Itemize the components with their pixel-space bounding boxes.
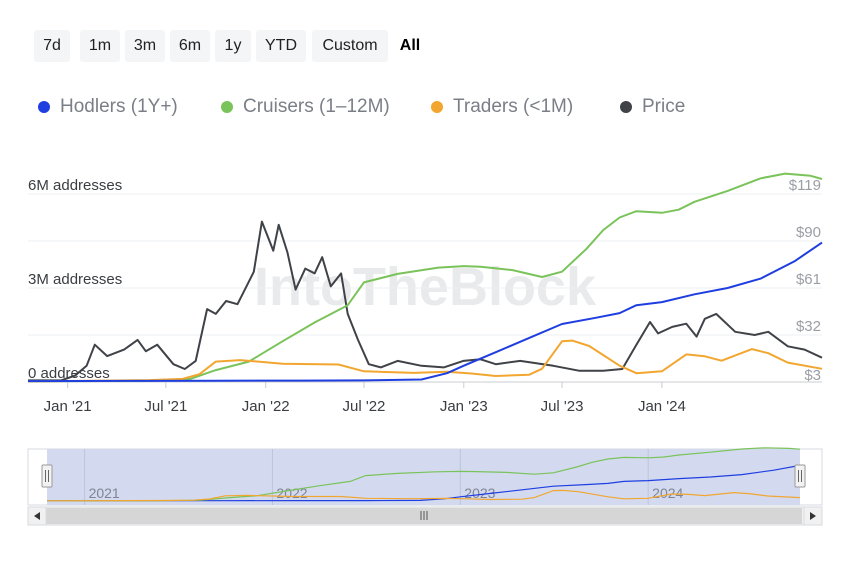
triangle-right-icon xyxy=(810,512,816,520)
x-tick-label: Jan '24 xyxy=(638,398,686,415)
range-button-1m[interactable]: 1m xyxy=(80,30,120,62)
navigator-selection[interactable] xyxy=(47,449,800,505)
series-line-cruisers-1-12m xyxy=(27,172,823,383)
range-button-custom[interactable]: Custom xyxy=(312,30,388,62)
navigator-line-hodlers-1y xyxy=(46,464,801,502)
grip-icon xyxy=(45,470,49,482)
x-tick-label: Jan '23 xyxy=(440,398,488,415)
range-button-3m[interactable]: 3m xyxy=(125,30,165,62)
x-tick-label: Jan '22 xyxy=(242,398,290,415)
legend-dot-icon xyxy=(38,101,50,113)
navigator-year-label: 2023 xyxy=(464,485,495,501)
y-right-tick-label: $32 xyxy=(796,318,821,335)
navigator-handle-right[interactable] xyxy=(794,464,806,488)
navigator-year-label: 2022 xyxy=(276,485,307,501)
scrollbar-left-button[interactable] xyxy=(27,506,47,526)
legend-item-hodlers-1y[interactable]: Hodlers (1Y+) xyxy=(38,92,178,122)
navigator-year-label: 2021 xyxy=(89,485,120,501)
y-right-tick-label: $119 xyxy=(789,177,821,194)
legend-item-cruisers-1-12m[interactable]: Cruisers (1–12M) xyxy=(221,92,390,122)
range-button-ytd[interactable]: YTD xyxy=(256,30,306,62)
navigator[interactable]: 2021 2022 2023 2024 xyxy=(27,447,823,526)
series-layer xyxy=(27,172,823,383)
navigator-handle-box[interactable] xyxy=(41,464,53,488)
y-right-tick-label: $61 xyxy=(796,271,821,288)
x-tick-label: Jul '21 xyxy=(144,398,187,415)
range-button-7d[interactable]: 7d xyxy=(34,30,70,62)
x-tick-label: Jul '22 xyxy=(342,398,385,415)
navigator-handle-box[interactable] xyxy=(794,464,806,488)
triangle-left-icon xyxy=(34,512,40,520)
grip-lines-icon xyxy=(420,511,428,520)
navigator-line-traders-1m xyxy=(46,489,801,502)
legend-label: Traders (<1M) xyxy=(453,96,574,117)
axis-layer: 6M addresses 3M addresses 0 addresses $119 $… xyxy=(28,177,821,415)
legend-label: Cruisers (1–12M) xyxy=(243,96,390,117)
watermark-text: IntoTheBlock xyxy=(254,257,597,317)
series-line-hodlers-1y xyxy=(27,241,823,383)
x-tick-label: Jan '21 xyxy=(44,398,92,415)
range-button-6m[interactable]: 6m xyxy=(170,30,210,62)
grip-icon xyxy=(798,470,802,482)
y-right-tick-label: $3 xyxy=(804,367,821,384)
legend-dot-icon xyxy=(431,101,443,113)
legend-item-traders-1m[interactable]: Traders (<1M) xyxy=(431,92,573,122)
legend-dot-icon xyxy=(620,101,632,113)
y-right-tick-label: $90 xyxy=(796,224,821,241)
navigator-year-label: 2024 xyxy=(652,485,683,501)
range-button-all[interactable]: All xyxy=(399,37,421,54)
y-left-tick-label: 3M addresses xyxy=(28,271,122,288)
y-left-tick-label: 0 addresses xyxy=(28,365,110,382)
legend-item-price[interactable]: Price xyxy=(620,92,685,122)
legend-label: Hodlers (1Y+) xyxy=(60,96,178,117)
scrollbar-right-button[interactable] xyxy=(803,506,823,526)
legend-dot-icon xyxy=(221,101,233,113)
y-left-tick-label: 6M addresses xyxy=(28,177,122,194)
series-line-traders-1m xyxy=(27,339,823,383)
series-line-price xyxy=(28,220,823,382)
navigator-line-cruisers-1-12m xyxy=(46,447,801,502)
x-tick-label: Jul '23 xyxy=(541,398,584,415)
watermark-layer: IntoTheBlock xyxy=(254,257,597,317)
range-button-1y[interactable]: 1y xyxy=(215,30,251,62)
grid-layer xyxy=(28,193,822,383)
navigator-handle-left[interactable] xyxy=(41,464,53,488)
legend-label: Price xyxy=(642,96,686,117)
